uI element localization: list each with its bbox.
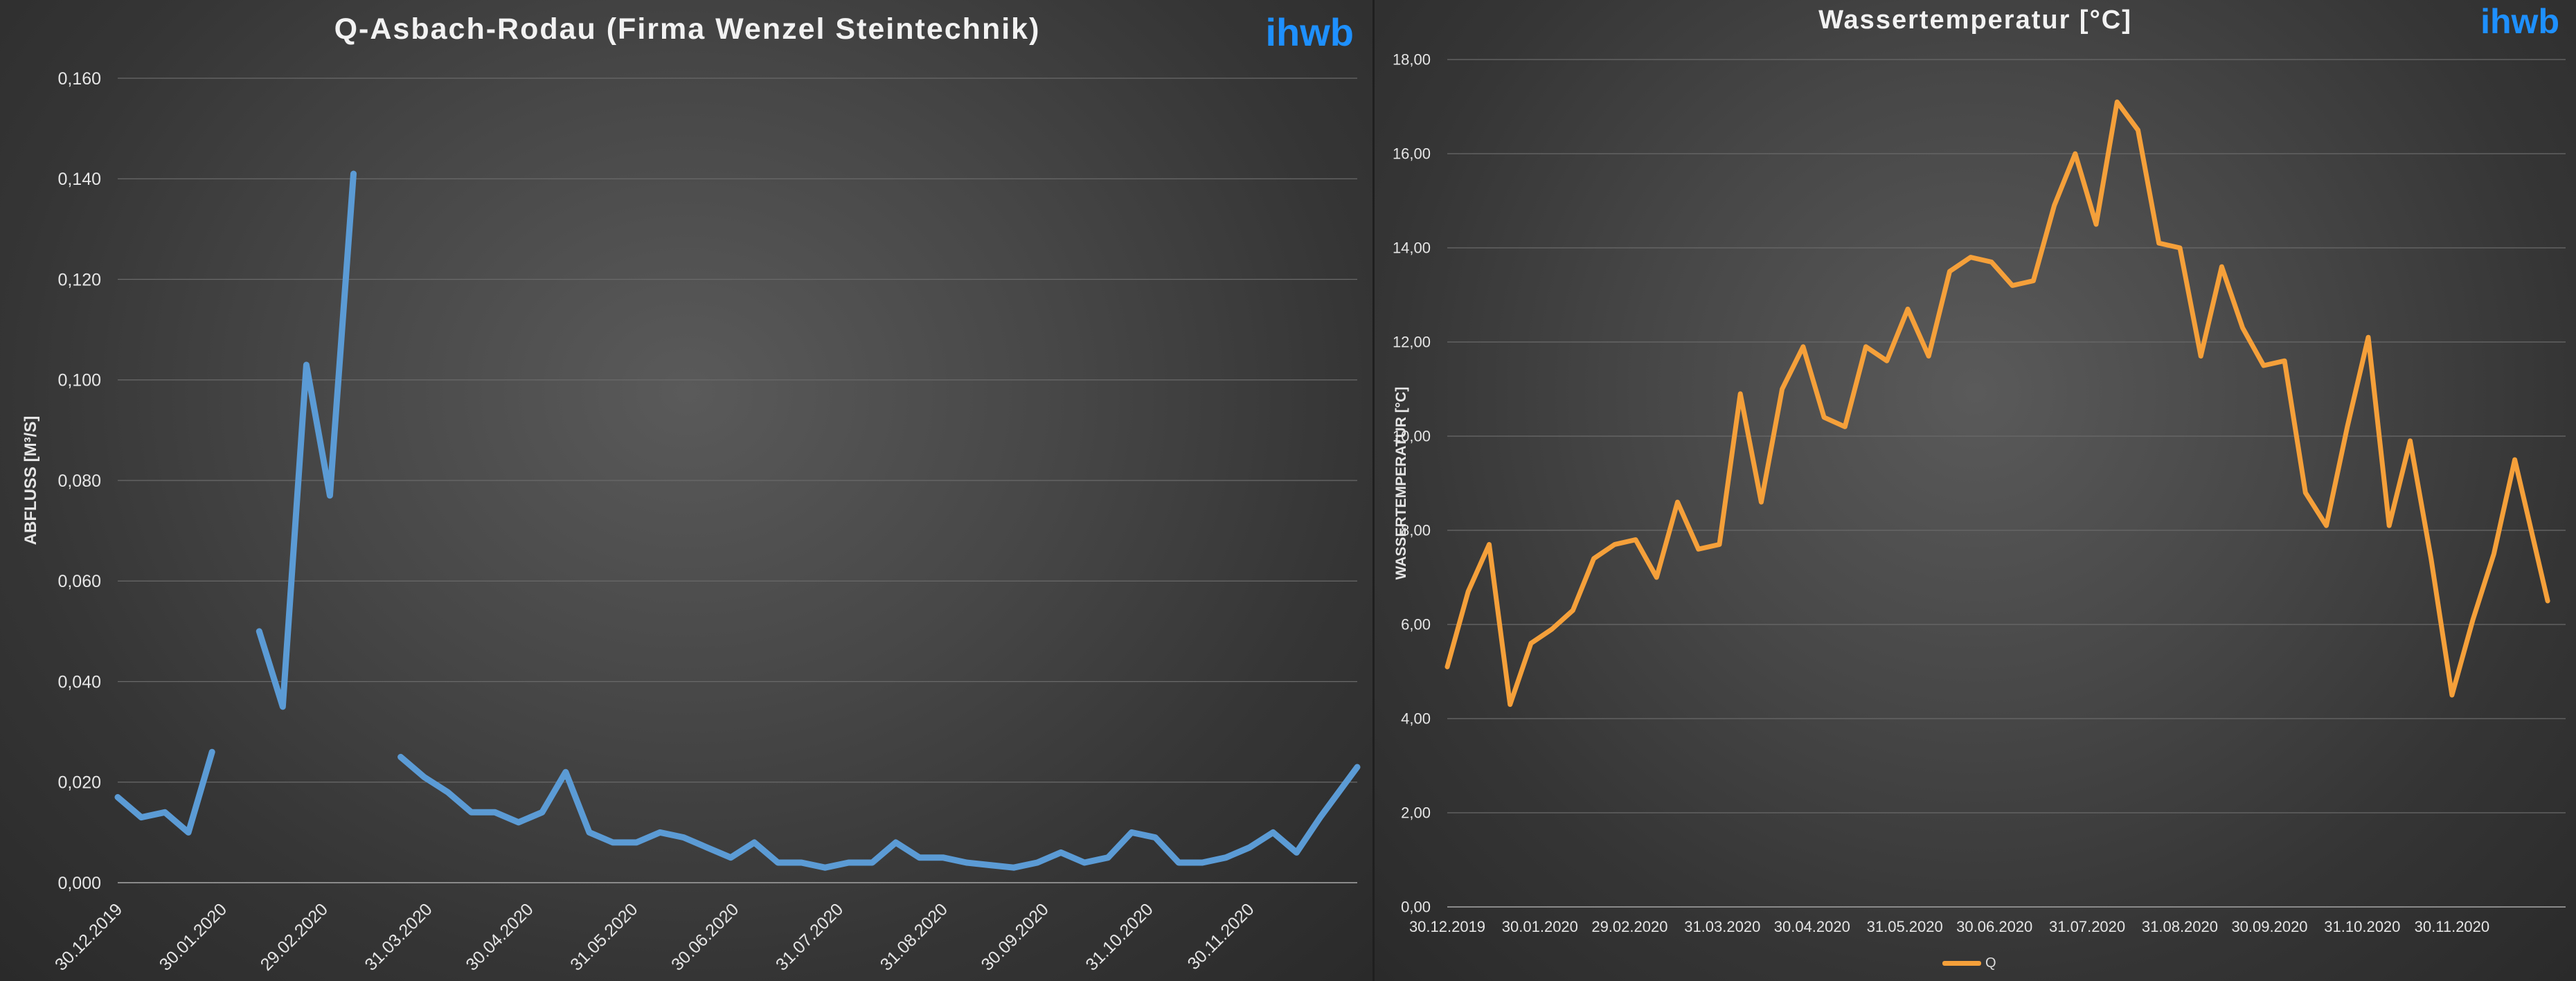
x-tick-label: 31.03.2020 [361, 899, 436, 974]
temperature-chart-panel: Wassertemperatur [°C] ihwb 0,00 2,00 4,00 6… [1375, 0, 2576, 981]
y-tick-label: 8,00 [1401, 522, 1431, 539]
y-tick-label: 0,020 [57, 773, 101, 793]
x-tick-label: 30.12.2019 [1409, 918, 1485, 935]
y-tick-label: 16,00 [1393, 145, 1431, 163]
x-tick-label: 29.02.2020 [257, 899, 332, 974]
legend-swatch [1942, 961, 1981, 966]
y-tick-label: 10,00 [1393, 428, 1431, 445]
x-tick-label: 30.11.2020 [1184, 899, 1258, 973]
y-tick-label: 0,160 [57, 69, 101, 89]
y-tick-label: 0,000 [57, 874, 101, 893]
panel-divider [1372, 0, 1375, 981]
x-tick-label: 30.04.2020 [462, 899, 537, 974]
x-tick-label: 31.07.2020 [772, 899, 847, 974]
brand-logo: ihwb [1265, 10, 1354, 54]
x-tick-label: 31.10.2020 [1082, 899, 1156, 974]
x-tick-label: 31.07.2020 [2049, 918, 2125, 935]
x-tick-label: 31.08.2020 [877, 899, 951, 974]
x-tick-label: 30.12.2019 [51, 899, 126, 974]
y-tick-label: 2,00 [1401, 804, 1431, 822]
y-tick-label: 0,040 [57, 672, 101, 692]
x-tick-label: 31.10.2020 [2324, 918, 2400, 935]
y-tick-label: 14,00 [1393, 240, 1431, 257]
temperature-chart-title: Wassertemperatur [°C] [1818, 6, 2132, 35]
x-tick-label: 31.08.2020 [2142, 918, 2218, 935]
y-axis-label: WASSERTEMPERATUR [°C] [1393, 387, 1409, 580]
legend-label: Q [1985, 955, 1996, 971]
y-axis-label: ABFLUSS [M³/S] [21, 416, 40, 546]
x-tick-label: 31.05.2020 [1867, 918, 1943, 935]
x-tick-label: 30.09.2020 [2231, 918, 2307, 935]
y-tick-label: 0,120 [57, 270, 101, 289]
series-line [256, 170, 357, 710]
x-tick-label: 30.06.2020 [668, 899, 742, 974]
series-line [114, 748, 215, 836]
x-tick-label: 29.02.2020 [1591, 918, 1667, 935]
y-tick-label: 0,00 [1401, 899, 1431, 916]
y-tick-label: 12,00 [1393, 334, 1431, 351]
series-line [1444, 99, 2550, 708]
x-tick-label: 31.03.2020 [1684, 918, 1760, 935]
y-tick-label: 4,00 [1401, 710, 1431, 728]
y-tick-label: 6,00 [1401, 616, 1431, 633]
series-line [397, 753, 1361, 871]
discharge-chart-panel: Q-Asbach-Rodau (Firma Wenzel Steintechni… [0, 0, 1375, 981]
brand-logo: ihwb [2480, 2, 2559, 41]
x-tick-label: 30.11.2020 [2415, 918, 2489, 935]
x-tick-label: 30.04.2020 [1774, 918, 1850, 935]
y-tick-label: 0,080 [57, 471, 101, 491]
discharge-chart: 0,000 0,020 0,040 0,060 0,080 0,100 0,120 0,140… [21, 69, 1361, 975]
y-tick-label: 0,100 [57, 371, 101, 390]
y-tick-label: 0,140 [57, 170, 101, 189]
x-tick-label: 30.01.2020 [1502, 918, 1578, 935]
temperature-chart: 0,00 2,00 4,00 6,00 8,00 10,00 12,00 14,00 16,00… [1393, 51, 2566, 935]
y-tick-label: 0,060 [57, 572, 101, 591]
y-tick-label: 18,00 [1393, 51, 1431, 69]
x-tick-label: 30.09.2020 [978, 899, 1053, 974]
discharge-chart-title: Q-Asbach-Rodau (Firma Wenzel Steintechni… [334, 12, 1041, 46]
chart-legend: Q [1942, 955, 1996, 971]
x-tick-label: 30.06.2020 [1956, 918, 2032, 935]
x-tick-label: 31.05.2020 [566, 899, 641, 974]
x-tick-label: 30.01.2020 [156, 899, 231, 974]
